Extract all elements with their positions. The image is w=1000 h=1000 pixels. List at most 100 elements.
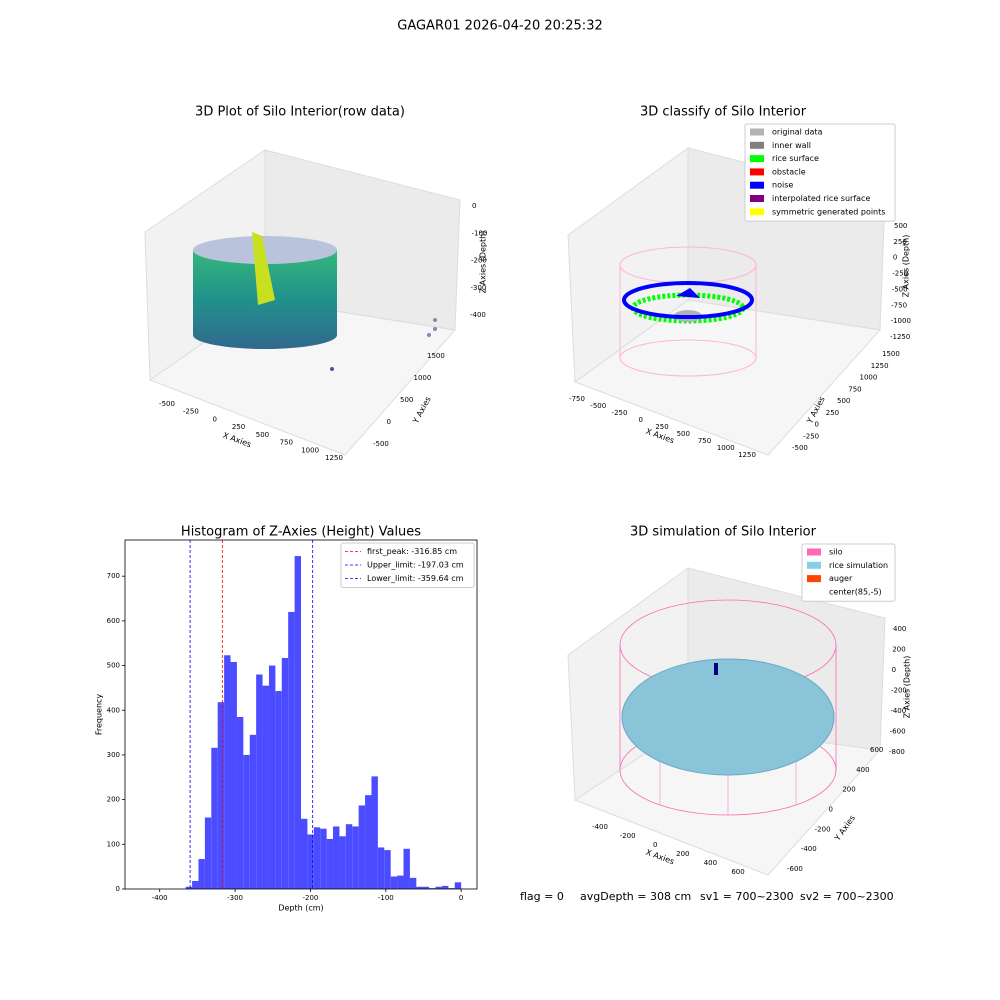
bar: [268, 665, 276, 889]
tick-label: -600: [787, 865, 803, 873]
tick-label: -500: [159, 400, 175, 408]
bar: [377, 847, 385, 889]
axis-label: X Axies: [222, 431, 253, 450]
tick-label: 750: [280, 439, 293, 447]
bar: [313, 827, 321, 889]
legend-swatch: [807, 575, 821, 583]
bar: [390, 876, 398, 889]
legend-swatch: [750, 128, 764, 136]
tick-label: 0: [472, 202, 476, 210]
legend-swatch: [750, 208, 764, 216]
y-tick-label: 500: [107, 662, 120, 670]
tick-label: 600: [870, 746, 883, 754]
tick-label: 1500: [427, 352, 445, 360]
legend-label: silo: [829, 548, 843, 557]
panel-title: 3D simulation of Silo Interior: [630, 525, 817, 540]
tick-label: 1000: [301, 446, 319, 454]
legend-label: Upper_limit: -197.03 cm: [367, 561, 464, 570]
status-text: avgDepth = 308 cm: [580, 890, 691, 903]
axis-label: Y Axies: [832, 814, 857, 844]
legend-swatch: [807, 588, 821, 596]
tick-label: -600: [890, 728, 906, 736]
legend-label: inner wall: [772, 141, 811, 150]
legend-box: [801, 543, 896, 602]
legend-label: original data: [772, 128, 823, 137]
tick-label: -200: [815, 825, 831, 833]
legend-swatch: [750, 168, 764, 176]
bar: [326, 838, 334, 889]
tick-label: -400: [801, 845, 817, 853]
bar: [422, 886, 430, 889]
tick-label: 0: [829, 806, 833, 814]
tick-label: -400: [890, 707, 906, 715]
bar: [384, 850, 391, 889]
tick-label: 1250: [871, 362, 889, 370]
tick-label: 250: [893, 238, 906, 246]
y-tick-label: 700: [107, 572, 120, 580]
legend-label: first_peak: -316.85 cm: [367, 547, 457, 556]
tick-label: 400: [893, 625, 906, 633]
tick-label: 400: [704, 859, 717, 867]
panel-title: Histogram of Z-Axies (Height) Values: [181, 525, 421, 540]
bar: [211, 747, 218, 889]
panel-4-scene: [567, 567, 886, 876]
tick-label: 0: [387, 418, 391, 426]
tick-label: 250: [655, 423, 668, 431]
bar: [416, 886, 423, 889]
bar: [185, 886, 193, 889]
bar: [204, 817, 212, 889]
status-text: sv1 = 700~2300: [700, 890, 794, 903]
tick-label: -300: [471, 284, 487, 292]
legend-swatch: [750, 181, 764, 189]
panel-title: 3D classify of Silo Interior: [640, 105, 807, 120]
tick-label: 250: [826, 409, 839, 417]
bar: [365, 795, 372, 889]
tick-label: -500: [892, 285, 908, 293]
y-tick-label: 0: [116, 885, 120, 893]
tick-label: 200: [842, 786, 855, 794]
legend-label: rice surface: [772, 154, 819, 163]
legend-label: center(85,-5): [829, 587, 882, 596]
tick-label: -250: [803, 432, 819, 440]
bar: [409, 877, 417, 889]
bar: [339, 836, 346, 889]
bar: [281, 657, 289, 889]
y-tick-label: 100: [107, 840, 120, 848]
bar: [256, 674, 263, 889]
bar: [198, 859, 205, 889]
tick-label: 600: [731, 868, 744, 876]
tick-label: 0: [893, 254, 897, 262]
tick-label: 0: [212, 415, 216, 423]
tick-label: 0: [815, 421, 819, 429]
axis-label: X Axies: [645, 848, 676, 867]
bar: [301, 818, 308, 889]
tick-label: 500: [256, 431, 269, 439]
bar: [403, 848, 410, 889]
bar: [236, 716, 244, 889]
bar: [358, 805, 366, 889]
tick-label: 750: [698, 437, 711, 445]
legend-swatch: [807, 561, 821, 569]
legend-swatch: [750, 141, 764, 149]
tick-label: 1250: [325, 454, 343, 462]
axis-label: Z Axies (Depth): [903, 656, 912, 719]
tick-label: 750: [848, 385, 861, 393]
status-text: flag = 0: [520, 890, 564, 903]
bar: [371, 776, 378, 889]
x-tick-label: -200: [302, 894, 318, 902]
legend-swatch: [750, 195, 764, 202]
bar: [294, 556, 301, 889]
panel-title: 3D Plot of Silo Interior(row data): [195, 105, 405, 120]
tick-label: -250: [612, 409, 628, 417]
bar: [320, 828, 327, 889]
bar: [435, 886, 442, 889]
bar: [345, 824, 353, 889]
bar: [275, 691, 282, 889]
tick-label: -200: [620, 832, 636, 840]
bar: [243, 754, 250, 889]
tick-label: 500: [837, 397, 850, 405]
tick-label: -750: [569, 395, 585, 403]
legend-label: rice simulation: [829, 561, 888, 570]
tick-label: -400: [592, 823, 608, 831]
